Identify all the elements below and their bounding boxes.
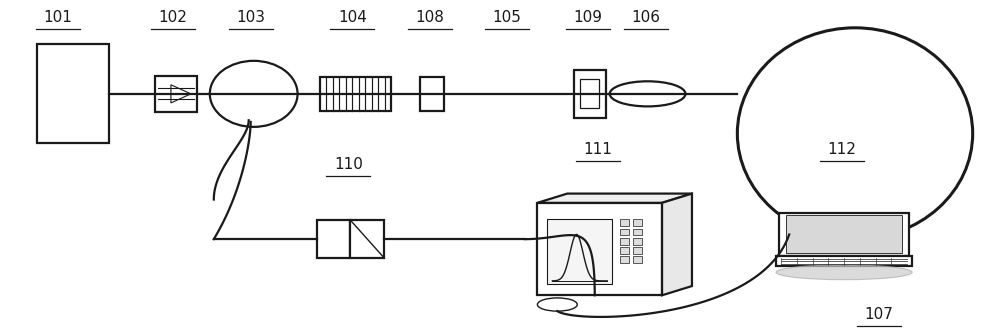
Bar <box>155 76 197 112</box>
Ellipse shape <box>776 265 912 280</box>
Text: 112: 112 <box>828 142 856 157</box>
Bar <box>620 238 629 244</box>
Bar <box>37 44 109 144</box>
Text: 105: 105 <box>493 10 521 25</box>
Bar <box>317 220 350 258</box>
Bar <box>620 219 629 226</box>
Text: 102: 102 <box>158 10 187 25</box>
Bar <box>547 219 612 284</box>
Text: 109: 109 <box>573 10 602 25</box>
Text: 110: 110 <box>334 157 363 171</box>
Bar <box>786 215 902 253</box>
Bar <box>633 238 642 244</box>
Text: 103: 103 <box>236 10 265 25</box>
Bar <box>620 229 629 235</box>
Bar <box>350 220 384 258</box>
Bar <box>320 77 391 111</box>
Text: 107: 107 <box>865 307 893 322</box>
Text: 106: 106 <box>631 10 660 25</box>
Bar <box>537 203 662 295</box>
Bar <box>633 256 642 263</box>
Bar <box>580 80 599 108</box>
Bar <box>633 229 642 235</box>
Bar <box>779 213 909 256</box>
Text: 108: 108 <box>416 10 445 25</box>
Polygon shape <box>537 193 692 203</box>
Polygon shape <box>662 193 692 295</box>
Bar <box>620 256 629 263</box>
Bar <box>574 70 606 118</box>
Bar <box>620 247 629 254</box>
Bar <box>633 219 642 226</box>
Bar <box>633 247 642 254</box>
Circle shape <box>610 81 685 107</box>
Bar <box>420 77 444 111</box>
Text: 104: 104 <box>338 10 367 25</box>
Circle shape <box>537 298 577 311</box>
Bar <box>776 256 912 266</box>
Text: 111: 111 <box>583 142 612 157</box>
Ellipse shape <box>210 61 298 127</box>
Text: 101: 101 <box>44 10 73 25</box>
